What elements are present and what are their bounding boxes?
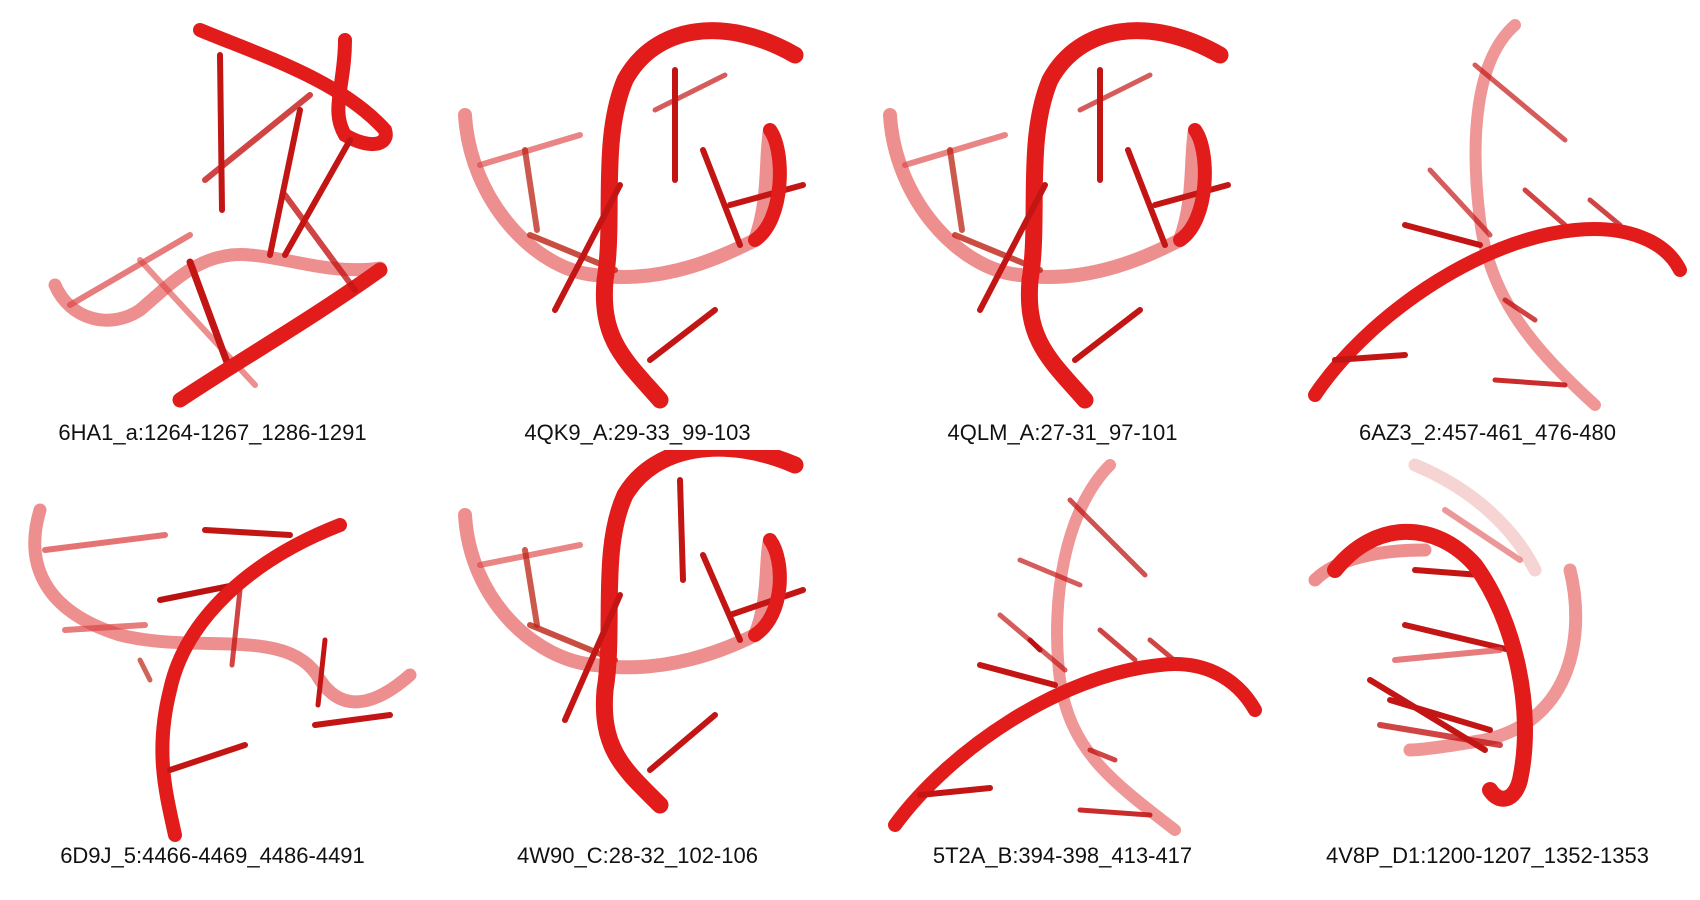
rna-structure-2 xyxy=(458,22,806,409)
panel-8-label: 4V8P_D1:1200-1207_1352-1353 xyxy=(1326,843,1649,868)
panel-4-label: 6AZ3_2:457-461_476-480 xyxy=(1359,420,1616,445)
panel-1: 6HA1_a:1264-1267_1286-1291 xyxy=(0,0,425,450)
panel-2: 4QK9_A:29-33_99-103 xyxy=(425,0,850,450)
panel-6: 4W90_C:28-32_102-106 xyxy=(425,450,850,900)
panel-5-label: 6D9J_5:4466-4469_4486-4491 xyxy=(60,843,365,868)
rna-structure-4 xyxy=(1308,19,1687,411)
rna-structure-3 xyxy=(883,22,1231,409)
panel-5: 6D9J_5:4466-4469_4486-4491 xyxy=(0,450,425,900)
panel-4: 6AZ3_2:457-461_476-480 xyxy=(1275,0,1700,450)
panel-6-label: 4W90_C:28-32_102-106 xyxy=(517,843,758,868)
panel-2-label: 4QK9_A:29-33_99-103 xyxy=(524,420,751,445)
rna-structure-6 xyxy=(458,450,806,814)
rna-structure-5 xyxy=(28,503,417,842)
panel-3: 4QLM_A:27-31_97-101 xyxy=(850,0,1275,450)
panel-1-label: 6HA1_a:1264-1267_1286-1291 xyxy=(58,420,367,445)
panel-7-label: 5T2A_B:394-398_413-417 xyxy=(932,843,1193,868)
rna-structure-1 xyxy=(48,23,393,408)
rna-structure-8 xyxy=(1308,458,1583,807)
panel-3-label: 4QLM_A:27-31_97-101 xyxy=(947,420,1178,445)
panel-7: 5T2A_B:394-398_413-417 xyxy=(850,450,1275,900)
rna-structure-7 xyxy=(888,459,1262,836)
panel-8: 4V8P_D1:1200-1207_1352-1353 xyxy=(1275,450,1700,900)
